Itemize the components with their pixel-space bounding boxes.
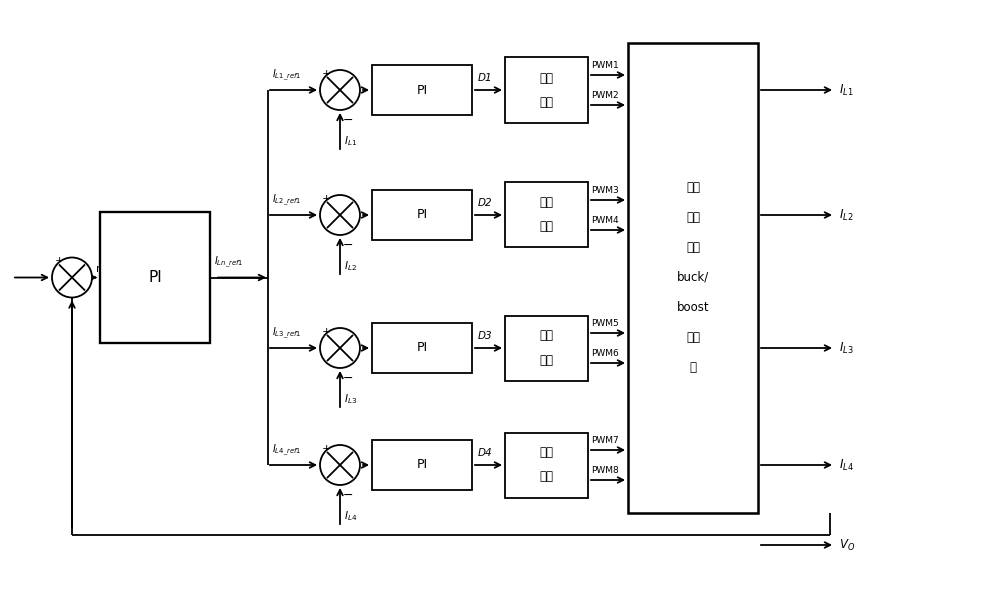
- Text: PI: PI: [416, 341, 428, 355]
- Bar: [372, 323, 472, 373]
- Text: −: −: [343, 372, 354, 385]
- Bar: [372, 65, 472, 115]
- Circle shape: [52, 258, 92, 297]
- Text: $I_{L3\_ref1}$: $I_{L3\_ref1}$: [272, 326, 301, 341]
- Circle shape: [320, 195, 360, 235]
- Circle shape: [320, 445, 360, 485]
- Text: −: −: [343, 114, 354, 127]
- Bar: [505, 316, 588, 380]
- Text: PWM2: PWM2: [591, 91, 619, 100]
- Text: 变换: 变换: [686, 331, 700, 344]
- Text: PWM7: PWM7: [591, 436, 619, 445]
- Text: $I_{L2\_ref1}$: $I_{L2\_ref1}$: [272, 193, 301, 208]
- Text: $V_O$: $V_O$: [839, 538, 855, 553]
- Bar: [372, 190, 472, 240]
- Text: +: +: [322, 327, 331, 337]
- Text: 模块: 模块: [540, 96, 554, 108]
- Text: 并联: 并联: [686, 241, 700, 254]
- Text: ref1+: ref1+: [96, 264, 126, 273]
- Bar: [505, 432, 588, 498]
- Text: $I_{L4}$: $I_{L4}$: [344, 509, 357, 523]
- Text: 驱动: 驱动: [540, 447, 554, 459]
- Text: −: −: [343, 489, 354, 502]
- Circle shape: [320, 328, 360, 368]
- Text: 驱动: 驱动: [540, 197, 554, 209]
- Text: PWM8: PWM8: [591, 466, 619, 475]
- Text: PWM5: PWM5: [591, 319, 619, 328]
- Text: +: +: [55, 257, 64, 267]
- Text: +: +: [322, 444, 331, 454]
- Bar: [372, 440, 472, 490]
- Text: 模块: 模块: [540, 353, 554, 367]
- Text: 器: 器: [690, 361, 696, 374]
- Text: PWM1: PWM1: [591, 61, 619, 70]
- Text: $I_{L4}$: $I_{L4}$: [839, 457, 854, 472]
- Text: $I_{L1}$: $I_{L1}$: [344, 134, 357, 148]
- Text: $I_{L2}$: $I_{L2}$: [344, 259, 357, 273]
- Text: 模块: 模块: [540, 471, 554, 484]
- Text: D1: D1: [478, 73, 493, 83]
- Text: D3: D3: [478, 331, 493, 341]
- Text: PI: PI: [416, 459, 428, 471]
- Text: PWM3: PWM3: [591, 186, 619, 195]
- Text: −: −: [343, 239, 354, 252]
- Circle shape: [320, 70, 360, 110]
- Text: D4: D4: [478, 448, 493, 458]
- Text: D2: D2: [478, 198, 493, 208]
- Bar: [505, 57, 588, 123]
- Text: 交错: 交错: [686, 211, 700, 224]
- Text: $I_{L1\_ref1}$: $I_{L1\_ref1}$: [272, 68, 301, 83]
- Text: 四相: 四相: [686, 181, 700, 194]
- Text: 驱动: 驱动: [540, 329, 554, 343]
- Text: PI: PI: [148, 270, 162, 285]
- Text: $I_{Ln\_ref1}$: $I_{Ln\_ref1}$: [214, 255, 243, 270]
- Text: $I_{L4\_ref1}$: $I_{L4\_ref1}$: [272, 443, 301, 458]
- Text: $I_{L3}$: $I_{L3}$: [839, 340, 854, 356]
- Text: buck/: buck/: [677, 271, 709, 284]
- Bar: [100, 212, 210, 343]
- Text: 驱动: 驱动: [540, 72, 554, 84]
- Text: PI: PI: [416, 209, 428, 221]
- Bar: [505, 182, 588, 248]
- Text: 模块: 模块: [540, 221, 554, 233]
- Text: +: +: [322, 69, 331, 79]
- Text: PWM4: PWM4: [591, 216, 619, 225]
- Text: $I_{L2}$: $I_{L2}$: [839, 208, 853, 222]
- Text: $I_{L1}$: $I_{L1}$: [839, 83, 854, 97]
- Text: $I_{L3}$: $I_{L3}$: [344, 392, 357, 406]
- Text: boost: boost: [677, 301, 709, 314]
- Text: PWM6: PWM6: [591, 349, 619, 358]
- Bar: [628, 42, 758, 512]
- Text: PI: PI: [416, 84, 428, 96]
- Text: +: +: [322, 194, 331, 204]
